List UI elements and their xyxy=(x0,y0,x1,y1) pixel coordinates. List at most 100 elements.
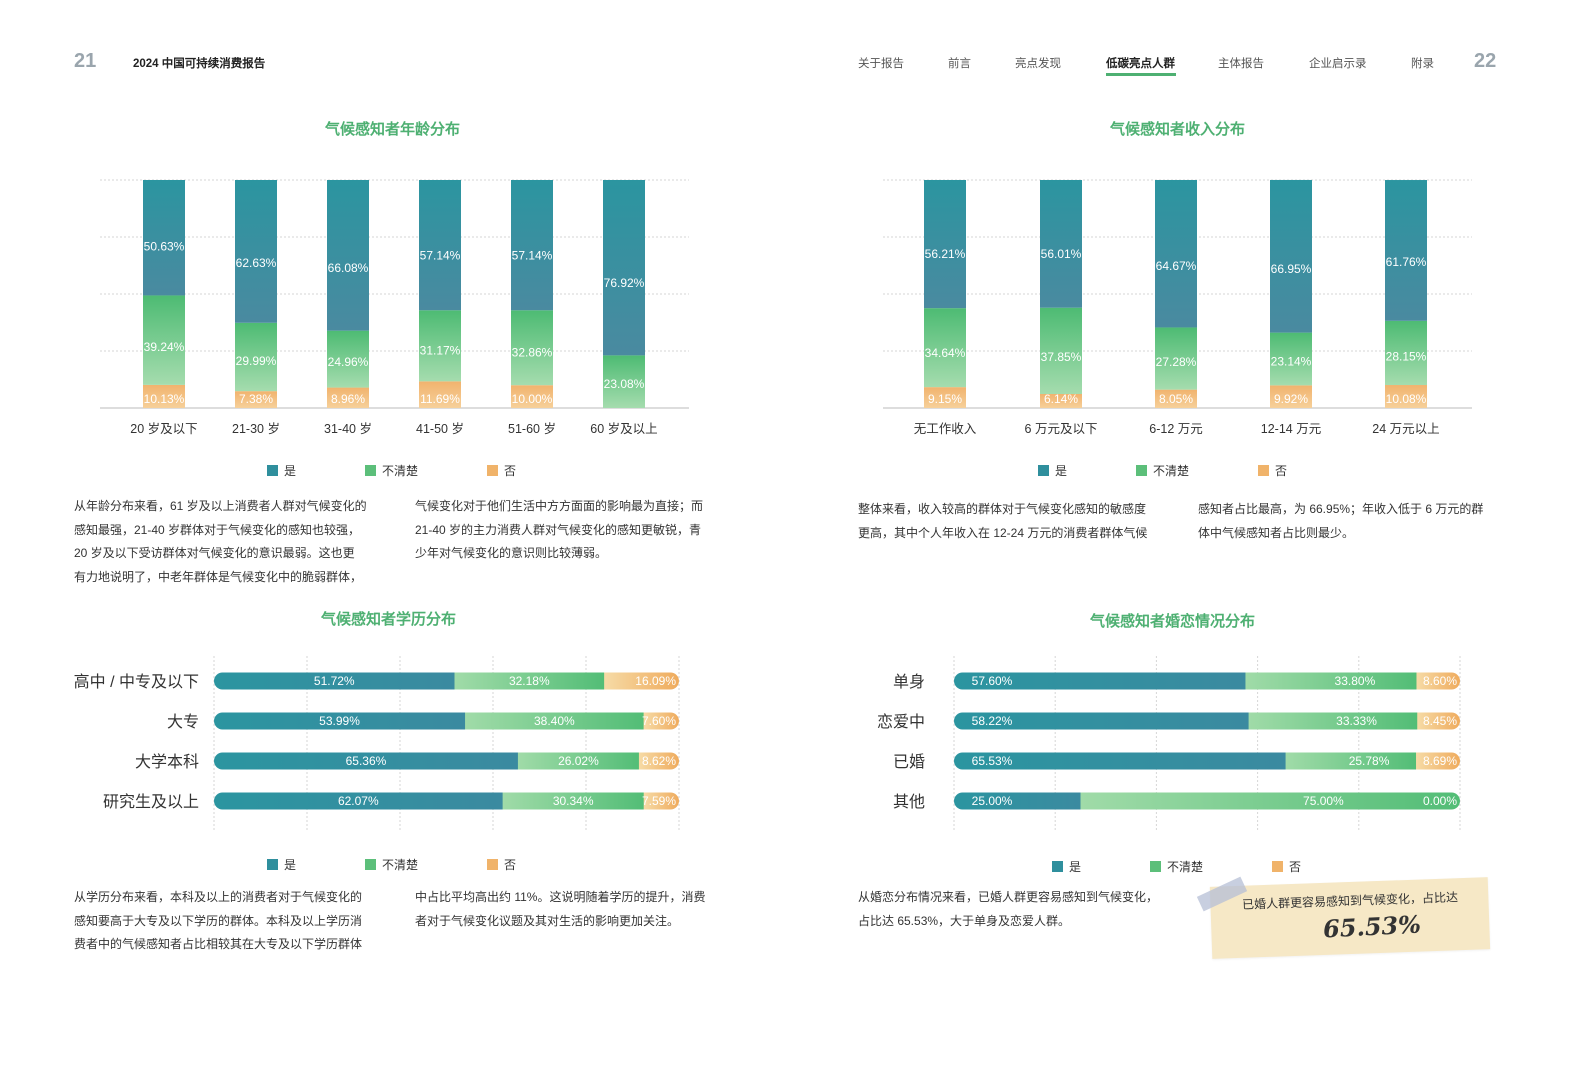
age-bar-unsure xyxy=(603,355,645,408)
legend-no-swatch xyxy=(1272,861,1283,872)
nav-item-appendix[interactable]: 附录 xyxy=(1411,58,1434,70)
age-label-unsure: 24.96% xyxy=(328,355,369,369)
education-bar-row xyxy=(214,672,679,690)
income-bar-unsure xyxy=(1385,320,1427,386)
age-label-unsure: 32.86% xyxy=(512,346,553,360)
age-label-no: 8.96% xyxy=(331,392,365,406)
education-paragraph-left: 从学历分布来看，本科及以上的消费者对于气候变化的 感知要高于大专及以下学历的群体… xyxy=(74,886,362,957)
age-label-yes: 76.92% xyxy=(604,276,645,290)
age-label-unsure: 29.99% xyxy=(236,354,277,368)
text-line: 有力地说明了，中老年群体是气候变化中的脆弱群体， xyxy=(74,569,363,584)
legend-unsure-label: 不清楚 xyxy=(1153,464,1190,478)
education-label-unsure: 30.34% xyxy=(553,794,594,808)
text-line: 从婚恋分布情况来看，已婚人群更容易感知到气候变化， xyxy=(858,890,1159,904)
age-category-label: 31-40 岁 xyxy=(324,421,372,436)
legend-no-swatch xyxy=(487,465,498,476)
income-chart-title: 气候感知者收入分布 xyxy=(1109,121,1245,138)
nav-item-about[interactable]: 关于报告 xyxy=(858,58,904,70)
education-category-label: 研究生及以上 xyxy=(103,793,199,811)
text-line: 感知者占比最高，为 66.95%；年收入低于 6 万元的群 xyxy=(1198,502,1484,516)
age-bar-unsure xyxy=(143,295,185,385)
legend-no: 否 xyxy=(1258,462,1287,479)
nav-item-main-report[interactable]: 主体报告 xyxy=(1218,58,1264,70)
age-bar-yes xyxy=(235,180,277,323)
income-label-unsure: 37.85% xyxy=(1041,350,1082,364)
education-bar-yes xyxy=(214,752,519,770)
legend-no-label: 否 xyxy=(504,464,517,478)
marital-label-no: 8.45% xyxy=(1423,714,1457,728)
marital-bar-yes xyxy=(954,792,1082,810)
age-bar-unsure xyxy=(235,322,277,392)
text-line: 占比达 65.53%，大于单身及恋爱人群。 xyxy=(858,913,1071,928)
income-label-no: 6.14% xyxy=(1044,392,1078,406)
marital-bar-no xyxy=(1417,712,1460,730)
education-bar-unsure xyxy=(502,792,645,810)
age-bar-unsure xyxy=(511,310,553,386)
text-line: 者对于气候变化议题及其对生活的影响更加关注。 xyxy=(415,913,680,928)
marital-category-label: 其他 xyxy=(893,793,925,811)
legend-no-label: 否 xyxy=(1289,860,1302,874)
income-label-yes: 61.76% xyxy=(1386,255,1427,269)
age-bar-no xyxy=(511,385,553,408)
marital-paragraph-left: 从婚恋分布情况来看，已婚人群更容易感知到气候变化， 占比达 65.53%，大于单… xyxy=(858,886,1158,933)
education-bar-yes xyxy=(214,672,456,690)
education-paragraph-right: 中占比平均高出约 11%。这说明随着学历的提升，消费 者对于气候变化议题及其对生… xyxy=(415,886,705,933)
education-category-label: 大专 xyxy=(167,713,199,731)
education-bar-row xyxy=(214,712,679,730)
marital-bar-no xyxy=(1416,752,1460,770)
legend-yes-label: 是 xyxy=(284,464,297,478)
legend-no-label: 否 xyxy=(1275,464,1288,478)
income-bar-no xyxy=(1040,394,1082,408)
education-bar-row xyxy=(214,792,679,810)
marital-bar-yes xyxy=(954,752,1287,770)
marital-label-yes: 65.53% xyxy=(972,754,1013,768)
income-bar-yes xyxy=(1385,180,1427,321)
legend-yes: 是 xyxy=(1052,858,1150,875)
income-category-label: 6 万元及以下 xyxy=(1025,422,1098,436)
nav-item-low-carbon[interactable]: 低碳亮点人群 xyxy=(1106,58,1175,70)
age-bar-no xyxy=(143,384,185,408)
education-label-yes: 53.99% xyxy=(319,714,360,728)
age-legend: 是 不清楚 否 xyxy=(267,462,516,479)
nav-item-highlights[interactable]: 亮点发现 xyxy=(1015,58,1061,70)
marital-bar-row xyxy=(954,672,1460,690)
legend-yes: 是 xyxy=(267,856,365,873)
legend-unsure: 不清楚 xyxy=(1136,462,1258,479)
marital-bar-row xyxy=(954,792,1460,810)
income-label-unsure: 28.15% xyxy=(1386,350,1427,364)
legend-unsure: 不清楚 xyxy=(365,856,487,873)
right-page-number: 22 xyxy=(1474,50,1497,72)
legend-no-swatch xyxy=(1258,465,1269,476)
education-bar-yes xyxy=(214,792,504,810)
legend-no-label: 否 xyxy=(504,858,517,872)
marital-label-unsure: 75.00% xyxy=(1303,794,1344,808)
income-bar-no xyxy=(1385,385,1427,408)
age-category-label: 21-30 岁 xyxy=(232,421,280,436)
age-label-no: 11.69% xyxy=(420,392,460,406)
text-line: 体中气候感知者占比则最少。 xyxy=(1198,525,1355,540)
legend-yes-swatch xyxy=(1052,861,1063,872)
education-bar-no xyxy=(638,752,679,770)
text-line: 整体来看，收入较高的群体对于气候变化感知的敏感度 xyxy=(858,502,1147,516)
education-label-unsure: 26.02% xyxy=(558,754,599,768)
education-label-no: 7.60% xyxy=(642,714,676,728)
nav-item-preface[interactable]: 前言 xyxy=(948,58,971,70)
age-label-no: 10.13% xyxy=(144,392,185,406)
text-line: 气候变化对于他们生活中方方面面的影响最为直接；而 xyxy=(415,499,704,513)
text-line: 中占比平均高出约 11%。这说明随着学历的提升，消费 xyxy=(415,890,706,904)
age-label-no: 7.38% xyxy=(239,392,273,406)
legend-unsure-label: 不清楚 xyxy=(382,464,419,478)
nav-item-enterprise[interactable]: 企业启示录 xyxy=(1309,58,1367,70)
education-label-unsure: 38.40% xyxy=(534,714,575,728)
income-bar-yes xyxy=(1155,180,1197,328)
age-label-unsure: 23.08% xyxy=(604,377,645,391)
legend-yes-label: 是 xyxy=(1069,860,1082,874)
text-line: 20 岁及以下受访群体对气候变化的意识最弱。这也更 xyxy=(74,546,355,560)
age-chart-title: 气候感知者年龄分布 xyxy=(324,121,460,138)
marital-label-yes: 57.60% xyxy=(972,674,1013,688)
age-bar-no xyxy=(419,381,461,408)
age-paragraph-left: 从年龄分布来看，61 岁及以上消费者人群对气候变化的 感知最强，21-40 岁群… xyxy=(74,495,367,589)
age-category-label: 51-60 岁 xyxy=(508,421,556,436)
income-paragraph-right: 感知者占比最高，为 66.95%；年收入低于 6 万元的群 体中气候感知者占比则… xyxy=(1198,498,1483,545)
marital-label-no: 0.00% xyxy=(1423,794,1457,808)
